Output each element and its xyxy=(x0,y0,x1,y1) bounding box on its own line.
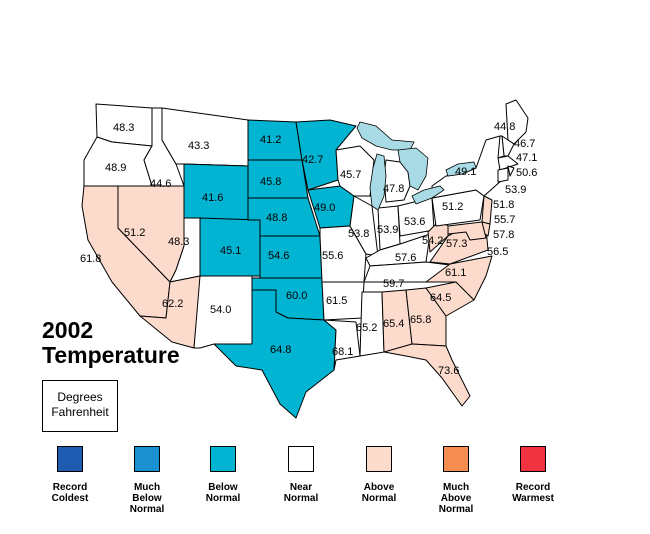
state-value-oh: 53.6 xyxy=(404,216,425,228)
state-value-co: 45.1 xyxy=(220,245,241,257)
legend-swatch xyxy=(443,446,469,472)
state-value-ia: 49.0 xyxy=(314,202,335,214)
title-year: 2002 xyxy=(42,317,94,343)
title-variable: Temperature xyxy=(42,342,180,368)
state-value-tx: 64.8 xyxy=(270,344,291,356)
state-value-nj: 55.7 xyxy=(494,214,515,226)
legend-label: Below Normal xyxy=(205,482,241,504)
state-value-ne: 48.8 xyxy=(266,212,287,224)
state-vt xyxy=(497,135,505,159)
legend-swatch xyxy=(288,446,314,472)
state-value-ok: 60.0 xyxy=(286,290,307,302)
state-nj xyxy=(481,195,493,225)
legend-label: Record Coldest xyxy=(51,482,89,504)
state-value-ri: 53.9 xyxy=(505,184,526,196)
state-value-ny: 49.1 xyxy=(455,166,476,178)
state-value-ca: 61.8 xyxy=(80,253,101,265)
state-value-sc: 64.5 xyxy=(430,292,451,304)
state-ri xyxy=(507,165,515,177)
state-tx xyxy=(213,289,337,419)
legend-swatch xyxy=(366,446,392,472)
lake-ontario xyxy=(445,161,477,177)
lake-michigan xyxy=(369,153,387,211)
units-line2: Fahrenheit xyxy=(51,405,109,419)
state-value-wy: 41.6 xyxy=(202,192,223,204)
legend-swatch xyxy=(520,446,546,472)
legend-label: Much Below Normal xyxy=(129,482,165,515)
legend-swatch xyxy=(134,446,160,472)
state-wi xyxy=(335,145,375,197)
state-value-ky: 57.6 xyxy=(395,252,416,264)
state-value-vt: 47.1 xyxy=(516,152,537,164)
legend-item-above-normal: Above Normal xyxy=(339,446,419,504)
state-value-nd: 41.2 xyxy=(260,134,281,146)
legend-item-much-above-normal: Much Above Normal xyxy=(416,446,496,515)
state-value-tn: 59.7 xyxy=(383,278,404,290)
legend-item-below-normal: Below Normal xyxy=(183,446,263,504)
state-layer xyxy=(81,99,529,419)
state-value-nm: 54.0 xyxy=(210,304,231,316)
state-value-va: 57.3 xyxy=(446,238,467,250)
state-value-ma: 50.6 xyxy=(516,167,537,179)
great-lakes xyxy=(356,121,477,211)
legend-label: Above Normal xyxy=(361,482,397,504)
state-value-wi: 45.7 xyxy=(340,169,361,181)
state-value-ut: 48.3 xyxy=(168,236,189,248)
state-value-az: 62.2 xyxy=(162,298,183,310)
state-value-mn: 42.7 xyxy=(302,154,323,166)
state-value-in: 53.9 xyxy=(377,224,398,236)
state-value-al: 65.4 xyxy=(383,318,404,330)
lake-superior xyxy=(356,121,415,151)
state-value-mt: 43.3 xyxy=(188,140,209,152)
state-value-labels: 48.3 48.9 61.8 51.2 44.6 43.3 41.6 48.3 62.2 45.1… xyxy=(80,121,537,377)
state-value-ct: 51.8 xyxy=(493,199,514,211)
state-value-or: 48.9 xyxy=(105,162,126,174)
state-value-il: 53.8 xyxy=(348,228,369,240)
state-value-ar: 61.5 xyxy=(326,295,347,307)
lake-huron xyxy=(397,147,429,191)
state-mt xyxy=(161,107,249,167)
legend-label: Near Normal xyxy=(283,482,319,504)
legend-label: Much Above Normal xyxy=(438,482,474,515)
state-value-id: 44.6 xyxy=(150,178,171,190)
state-value-md: 56.5 xyxy=(487,246,508,258)
state-value-mo: 55.6 xyxy=(322,250,343,262)
legend-swatch xyxy=(210,446,236,472)
lake-erie xyxy=(411,185,445,205)
state-value-sd: 45.8 xyxy=(260,176,281,188)
state-value-pa: 51.2 xyxy=(442,201,463,213)
map-title: 2002 Temperature xyxy=(42,318,180,368)
state-value-ga: 65.8 xyxy=(410,314,431,326)
state-la xyxy=(323,319,361,371)
state-fl xyxy=(383,343,471,407)
units-line1: Degrees xyxy=(57,390,103,404)
state-value-ks: 54.6 xyxy=(268,250,289,262)
state-value-de: 57.8 xyxy=(493,229,514,241)
state-value-mi: 47.8 xyxy=(383,183,404,195)
state-value-wa: 48.3 xyxy=(113,122,134,134)
legend-item-record-warmest: Record Warmest xyxy=(493,446,573,504)
state-value-me: 44.8 xyxy=(494,121,515,133)
legend-swatch xyxy=(57,446,83,472)
legend: Record Coldest Much Below Normal Below Norma… xyxy=(0,446,650,526)
legend-label: Record Warmest xyxy=(512,482,554,504)
state-value-la: 68.1 xyxy=(332,346,353,358)
state-value-wv: 54.2 xyxy=(422,235,443,247)
state-ma xyxy=(497,155,519,171)
legend-item-much-below-normal: Much Below Normal xyxy=(107,446,187,515)
state-ct xyxy=(497,167,509,183)
legend-item-record-coldest: Record Coldest xyxy=(30,446,110,504)
legend-item-near-normal: Near Normal xyxy=(261,446,341,504)
units-box: Degrees Fahrenheit xyxy=(42,380,118,432)
state-value-ms: 65.2 xyxy=(356,322,377,334)
state-value-nv: 51.2 xyxy=(124,227,145,239)
state-value-nc: 61.1 xyxy=(445,267,466,279)
state-value-fl: 73.6 xyxy=(438,365,459,377)
state-value-nh: 46.7 xyxy=(514,138,535,150)
state-md xyxy=(447,221,487,241)
